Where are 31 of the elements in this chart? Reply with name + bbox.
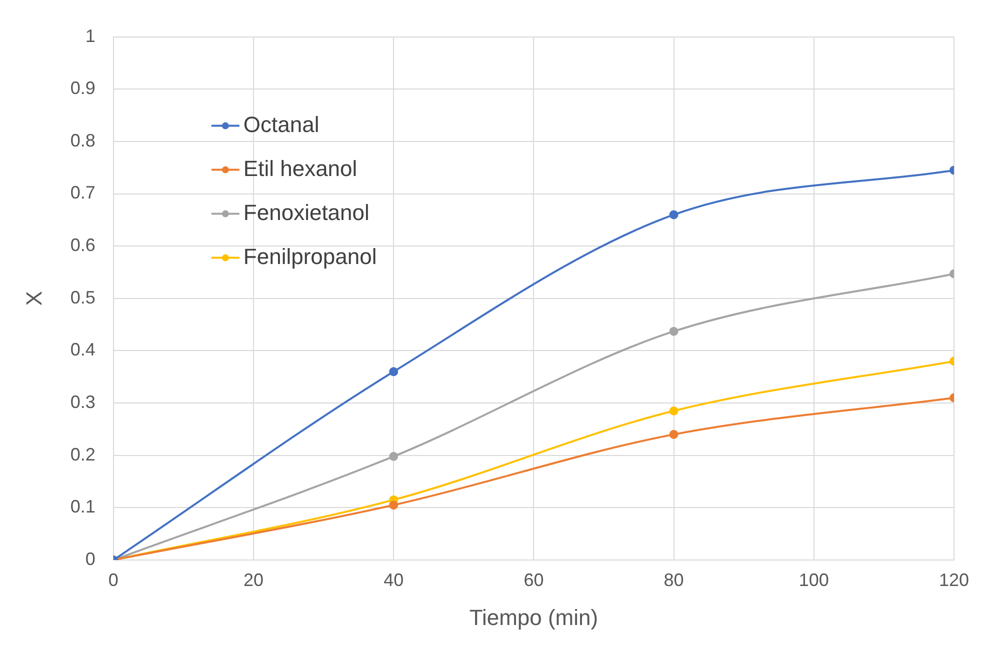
- point: [389, 452, 398, 461]
- y-tick-label: 0.2: [70, 444, 96, 464]
- y-tick-label: 0.6: [70, 235, 96, 256]
- y-axis-title: X: [21, 290, 46, 306]
- x-axis-title: Tiempo (min): [469, 604, 598, 630]
- y-tick-label: 1: [85, 26, 96, 46]
- x-tick-label: 40: [384, 570, 404, 590]
- legend-label: Octanal: [243, 112, 320, 137]
- y-tick-label: 0.1: [70, 496, 96, 517]
- y-tick-label: 0.4: [70, 340, 96, 360]
- point: [669, 430, 678, 439]
- legend-label: Fenilpropanol: [243, 244, 377, 269]
- y-tick-label: 0.3: [70, 392, 96, 412]
- x-tick-label: 80: [664, 570, 684, 590]
- point: [669, 406, 678, 416]
- point: [669, 326, 678, 336]
- y-tick-label: 0.7: [70, 182, 96, 203]
- legend-label: Etil hexanol: [243, 156, 358, 181]
- y-tick-label: 0: [85, 548, 96, 569]
- point: [389, 367, 398, 376]
- point: [669, 210, 678, 220]
- x-tick-label: 20: [244, 570, 264, 590]
- y-tick-label: 0.8: [70, 130, 96, 150]
- x-tick-label: 120: [938, 570, 970, 590]
- x-tick-label: 60: [524, 570, 544, 590]
- y-tick-label: 0.5: [70, 287, 96, 308]
- x-tick-label: 100: [798, 570, 829, 590]
- point: [389, 500, 398, 510]
- x-tick-label: 0: [108, 570, 118, 590]
- y-tick-label: 0.9: [70, 78, 96, 98]
- legend-label: Fenoxietanol: [243, 200, 370, 225]
